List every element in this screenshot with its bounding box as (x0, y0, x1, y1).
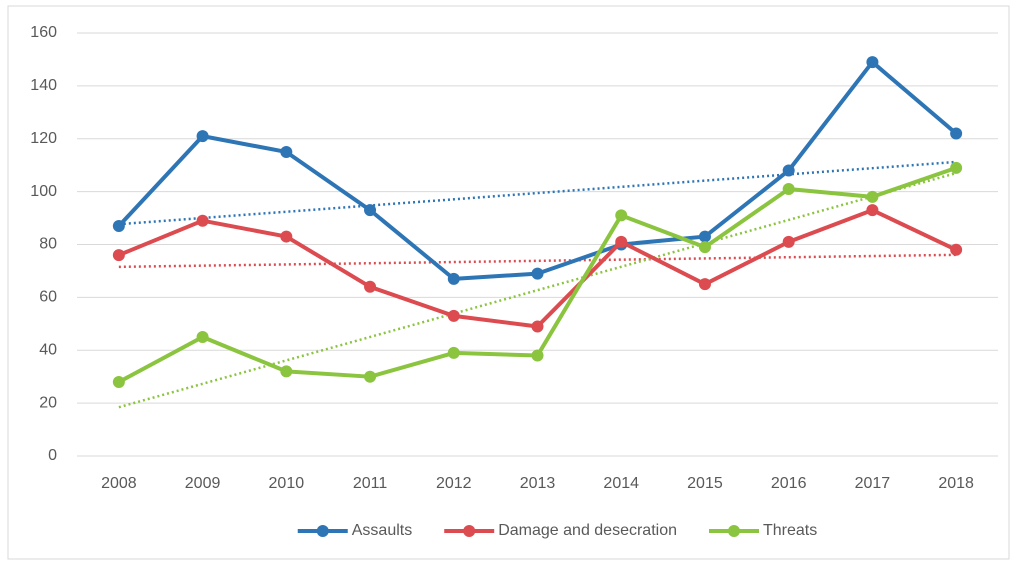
legend-marker (463, 525, 476, 537)
legend-label: Assaults (352, 522, 412, 539)
marker (447, 272, 460, 285)
x-tick-label: 2017 (855, 475, 891, 492)
x-tick-label: 2012 (436, 475, 472, 492)
marker (280, 365, 293, 378)
marker (866, 204, 879, 217)
marker (698, 230, 711, 243)
x-tick-label: 2010 (269, 475, 305, 492)
legend-marker (316, 525, 329, 537)
y-tick-label: 140 (30, 77, 57, 94)
marker (782, 182, 795, 195)
marker (196, 331, 209, 344)
marker (364, 280, 377, 293)
y-tick-label: 0 (48, 447, 57, 464)
x-tick-label: 2014 (603, 475, 639, 492)
x-tick-label: 2009 (185, 475, 221, 492)
marker (950, 127, 963, 140)
marker (615, 235, 628, 248)
marker (615, 209, 628, 222)
x-tick-label: 2008 (101, 475, 137, 492)
marker (447, 309, 460, 322)
marker (866, 56, 879, 69)
marker (698, 241, 711, 254)
x-tick-label: 2018 (938, 475, 974, 492)
marker (112, 249, 125, 262)
marker (531, 349, 544, 362)
y-tick-label: 160 (30, 24, 57, 41)
marker (531, 320, 544, 333)
marker (447, 346, 460, 359)
y-tick-label: 60 (39, 289, 57, 306)
legend-label: Threats (763, 522, 817, 539)
marker (364, 370, 377, 383)
marker (280, 145, 293, 158)
marker (950, 161, 963, 174)
marker (112, 375, 125, 388)
marker (782, 164, 795, 177)
y-tick-label: 120 (30, 130, 57, 147)
marker (698, 278, 711, 291)
marker (196, 214, 209, 227)
marker (866, 190, 879, 203)
x-tick-label: 2011 (353, 475, 388, 492)
y-tick-label: 20 (39, 394, 57, 411)
y-tick-label: 80 (39, 236, 57, 253)
marker (782, 235, 795, 248)
marker (280, 230, 293, 243)
x-tick-label: 2015 (687, 475, 723, 492)
marker (112, 219, 125, 232)
x-tick-label: 2013 (520, 475, 556, 492)
x-tick-label: 2016 (771, 475, 807, 492)
y-tick-label: 100 (30, 183, 57, 200)
legend-marker (728, 525, 740, 537)
marker (531, 267, 544, 280)
marker (196, 130, 209, 143)
marker (364, 204, 377, 217)
marker (950, 243, 963, 256)
legend-label: Damage and desecration (498, 522, 677, 539)
y-tick-label: 40 (39, 341, 57, 358)
